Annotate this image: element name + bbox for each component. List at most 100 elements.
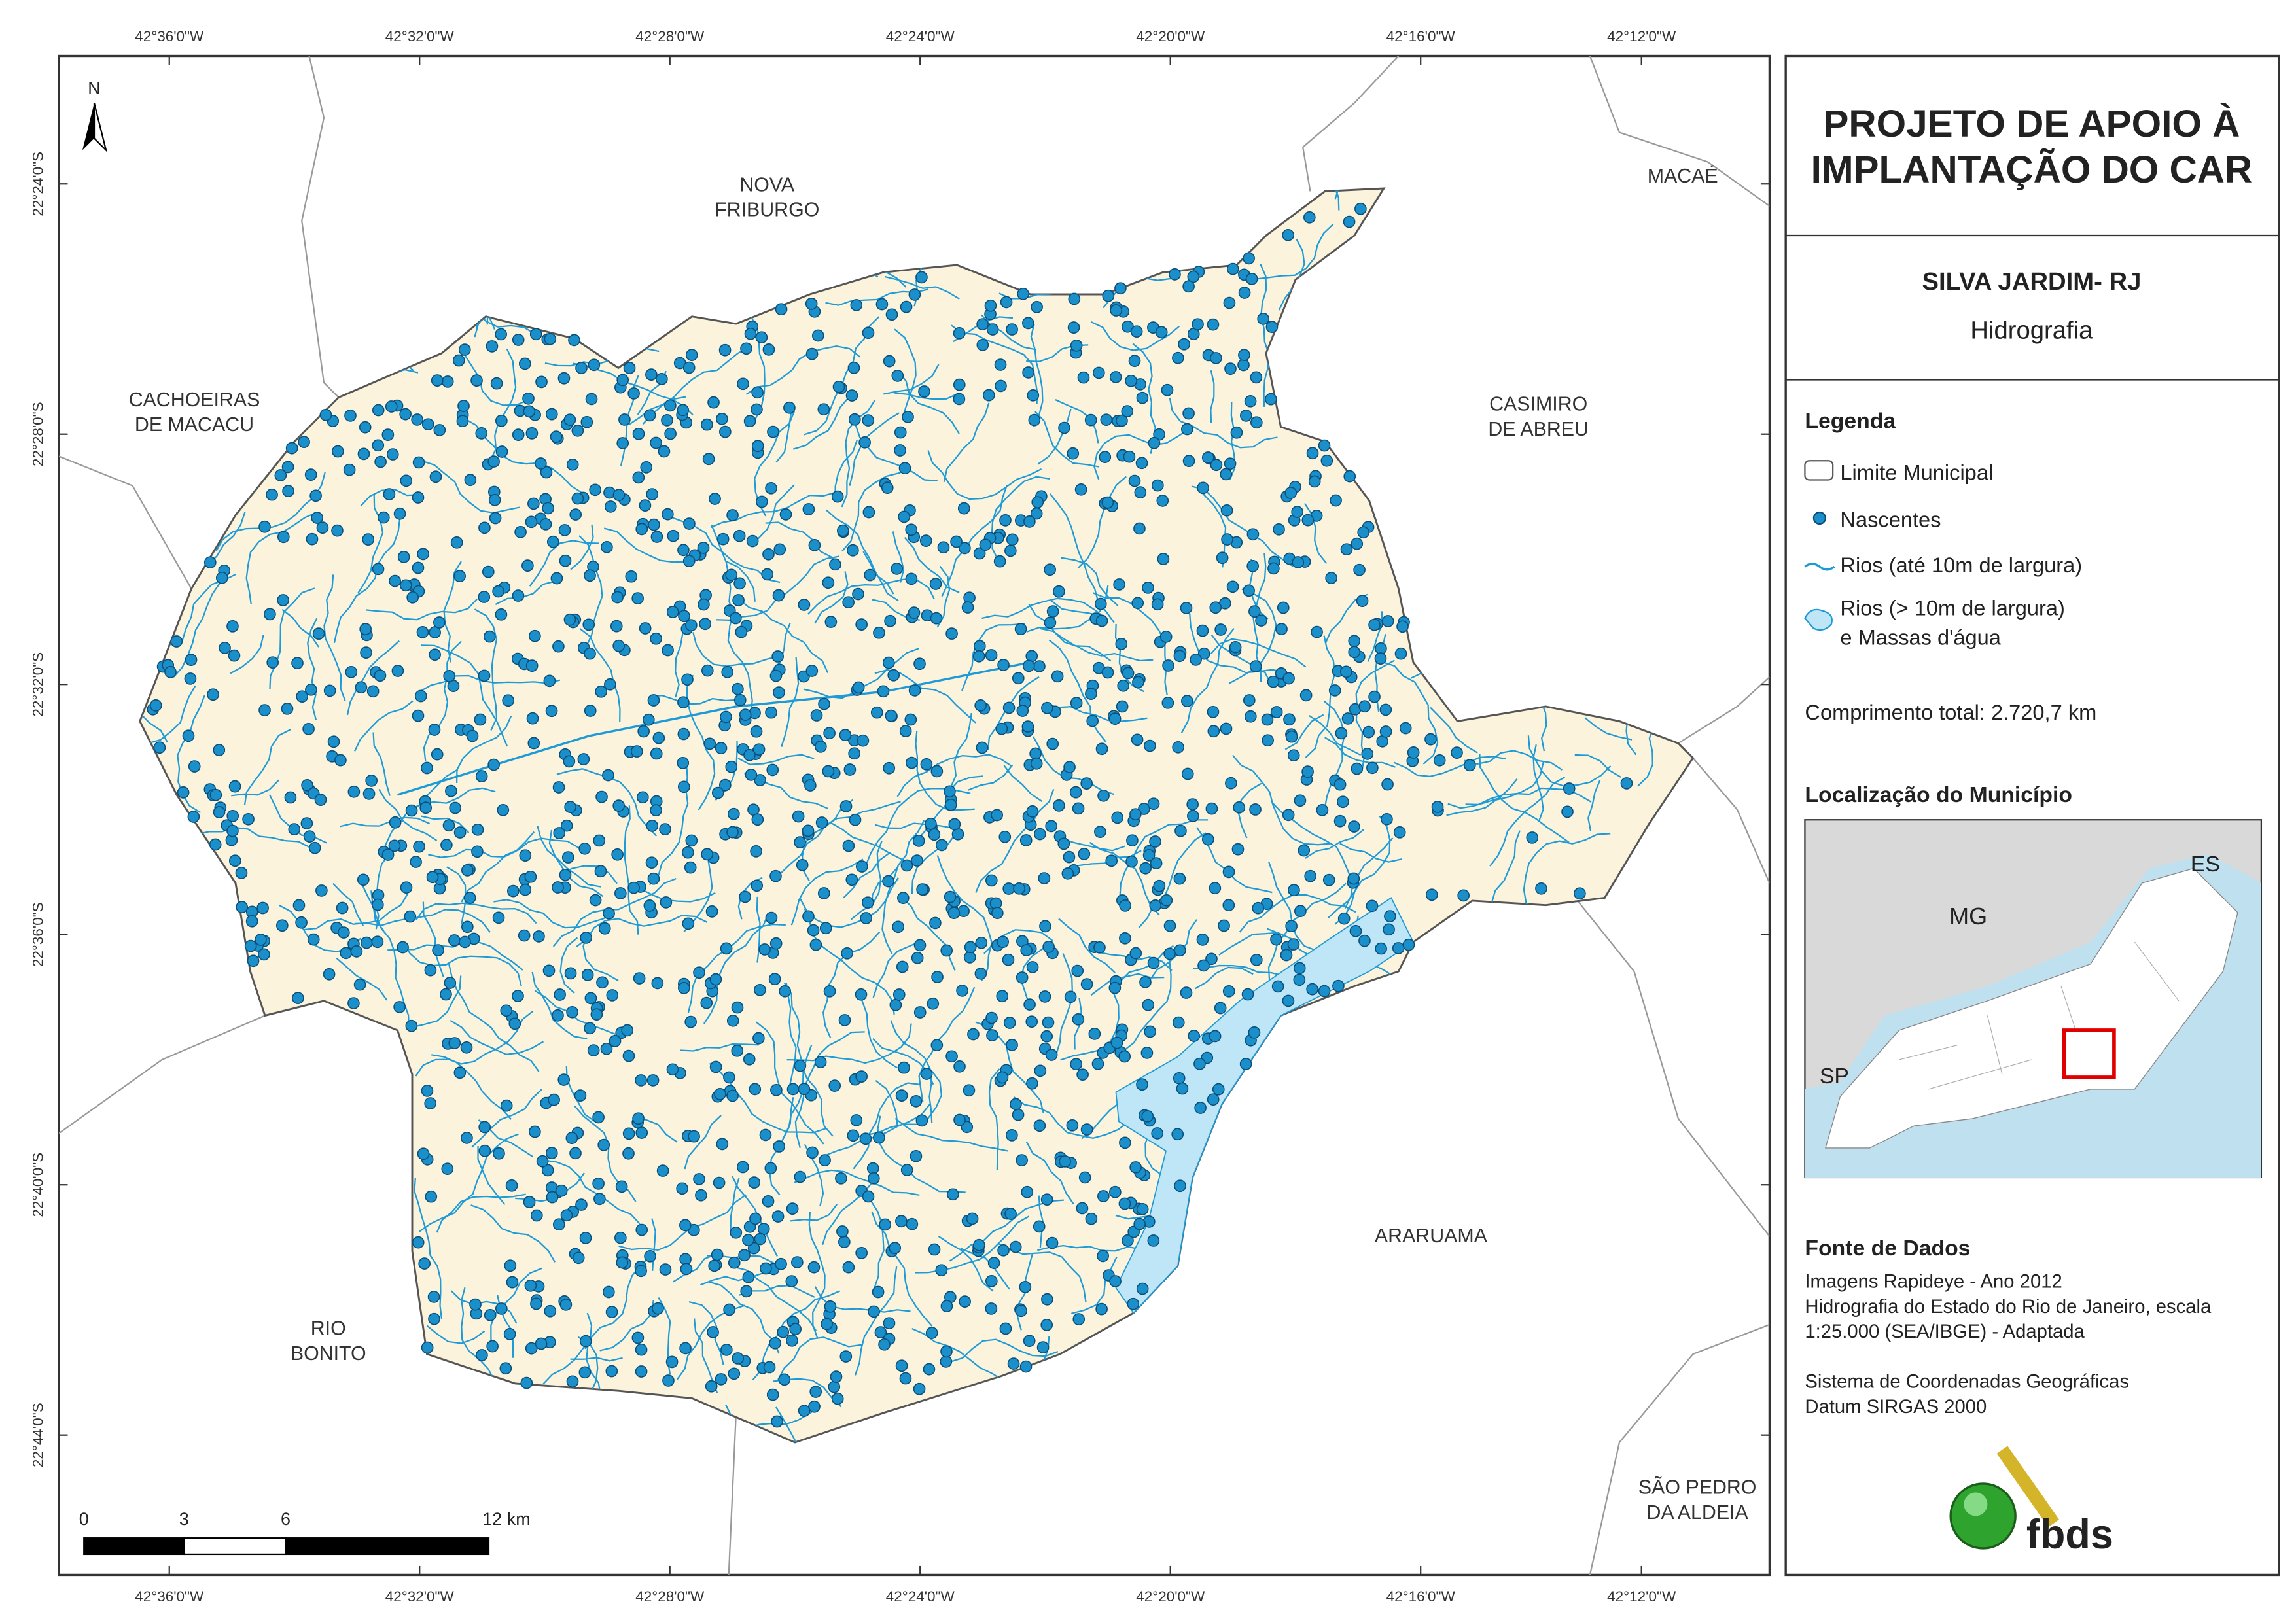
spring [343,463,356,476]
river [1527,735,1612,787]
spring [601,540,613,553]
river [841,400,876,508]
spring [684,861,697,874]
spring [1193,1057,1206,1070]
spring [1270,706,1283,718]
spring [315,884,328,897]
river [419,1133,519,1232]
river [803,648,920,699]
river [911,833,957,894]
spring [1036,1341,1050,1353]
legend-title: Legenda [1805,409,1896,434]
river [981,597,1106,620]
spring [1384,910,1396,922]
legend-symbol [1804,563,1835,571]
spring [1197,647,1210,660]
lon-label: 42°32'0"W [385,28,455,44]
river [915,731,975,811]
spring [512,334,525,346]
spring [752,1032,765,1045]
river [378,788,438,841]
spring [964,941,977,954]
spring [718,425,732,438]
spring [961,1121,974,1134]
spring [336,901,349,915]
spring [512,990,524,1002]
spring [723,1303,735,1316]
spring [529,328,542,341]
spring [593,1193,606,1206]
spring [478,591,491,603]
spring [530,1297,542,1310]
spring [1335,727,1348,740]
river [1393,756,1506,777]
spring [828,1079,841,1092]
spring [569,508,582,521]
spring [559,1299,573,1311]
spring [1122,667,1135,680]
place-line: BONITO [291,1343,366,1365]
spring [1341,712,1354,725]
spring [726,1089,739,1102]
spring [718,778,732,792]
spring [878,1338,891,1351]
spring [908,288,921,301]
spring [662,1374,675,1387]
spring [414,689,427,703]
river [830,822,913,867]
spring [1136,1078,1148,1091]
spring [1188,1030,1201,1042]
river [489,349,517,461]
spring [449,801,462,814]
spring [882,656,895,669]
spring [1161,697,1174,709]
spring [737,377,749,391]
spring [305,683,317,696]
spring [1046,1236,1059,1249]
scale-label: 6 [281,1509,291,1529]
spring [857,734,870,747]
spring [993,555,1006,568]
spring [371,935,384,949]
spring [1113,578,1125,591]
spring [1114,282,1127,295]
river [570,524,594,570]
spring [997,659,1010,671]
spring [1118,1050,1131,1063]
spring [783,401,796,414]
spring [489,512,502,525]
lon-label: 42°20'0"W [1136,28,1205,44]
spring [1337,912,1351,925]
spring [535,457,547,470]
spring [536,1155,549,1168]
spring [751,440,764,453]
spring [1243,694,1256,707]
spring [627,387,640,400]
spring [773,543,786,556]
spring [312,627,325,640]
spring [824,1300,837,1313]
spring [802,824,815,837]
spring [372,439,385,452]
spring [900,1164,913,1176]
spring [360,936,373,949]
river [333,518,401,644]
spring [935,1264,948,1277]
spring [999,514,1012,527]
spring [1244,710,1257,723]
spring [852,587,864,601]
spring [650,436,662,449]
spring [1100,413,1113,427]
spring [651,977,664,990]
river [1430,707,1478,754]
spring [405,1019,418,1032]
spring [1099,451,1112,463]
spring [1038,990,1051,1003]
spring [911,951,924,964]
scale-label: 3 [179,1509,189,1529]
spring [1216,551,1229,565]
spring [475,427,488,440]
spring [1101,496,1114,509]
spring [1354,202,1367,215]
spring [1059,1155,1071,1168]
